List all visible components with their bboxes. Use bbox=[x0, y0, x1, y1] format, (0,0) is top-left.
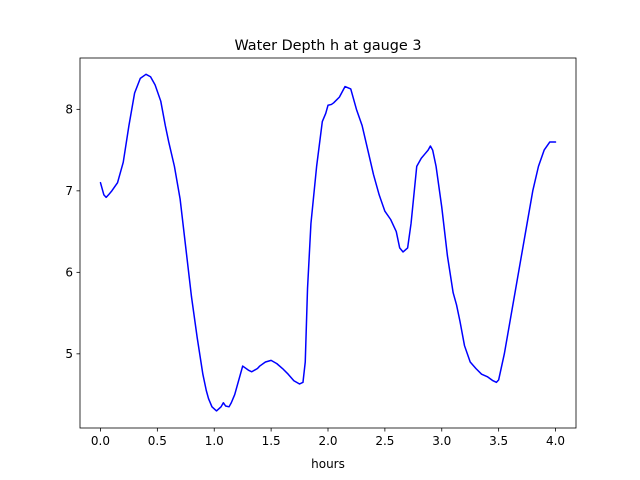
x-axis-label: hours bbox=[311, 457, 345, 471]
x-tick-label: 3.0 bbox=[432, 434, 451, 448]
x-tick-label: 0.5 bbox=[148, 434, 167, 448]
y-tick-label: 7 bbox=[65, 184, 73, 198]
y-tick-label: 5 bbox=[65, 347, 73, 361]
series-line-0 bbox=[99, 73, 557, 412]
x-tick-label: 2.5 bbox=[375, 434, 394, 448]
x-tick-label: 2.0 bbox=[318, 434, 337, 448]
x-tick-label: 3.5 bbox=[489, 434, 508, 448]
x-tick-label: 1.0 bbox=[205, 434, 224, 448]
x-tick-label: 0.0 bbox=[91, 434, 110, 448]
x-tick-label: 4.0 bbox=[546, 434, 565, 448]
x-tick-label: 1.5 bbox=[262, 434, 281, 448]
y-tick-label: 6 bbox=[65, 266, 73, 280]
plot-area: 0.0 0.5 1.0 1.5 2.0 2.5 3.0 3.5 4.0 5 6 7 8 bbox=[65, 57, 577, 448]
chart-title: Water Depth h at gauge 3 bbox=[234, 38, 421, 54]
y-tick-label: 8 bbox=[65, 103, 73, 117]
